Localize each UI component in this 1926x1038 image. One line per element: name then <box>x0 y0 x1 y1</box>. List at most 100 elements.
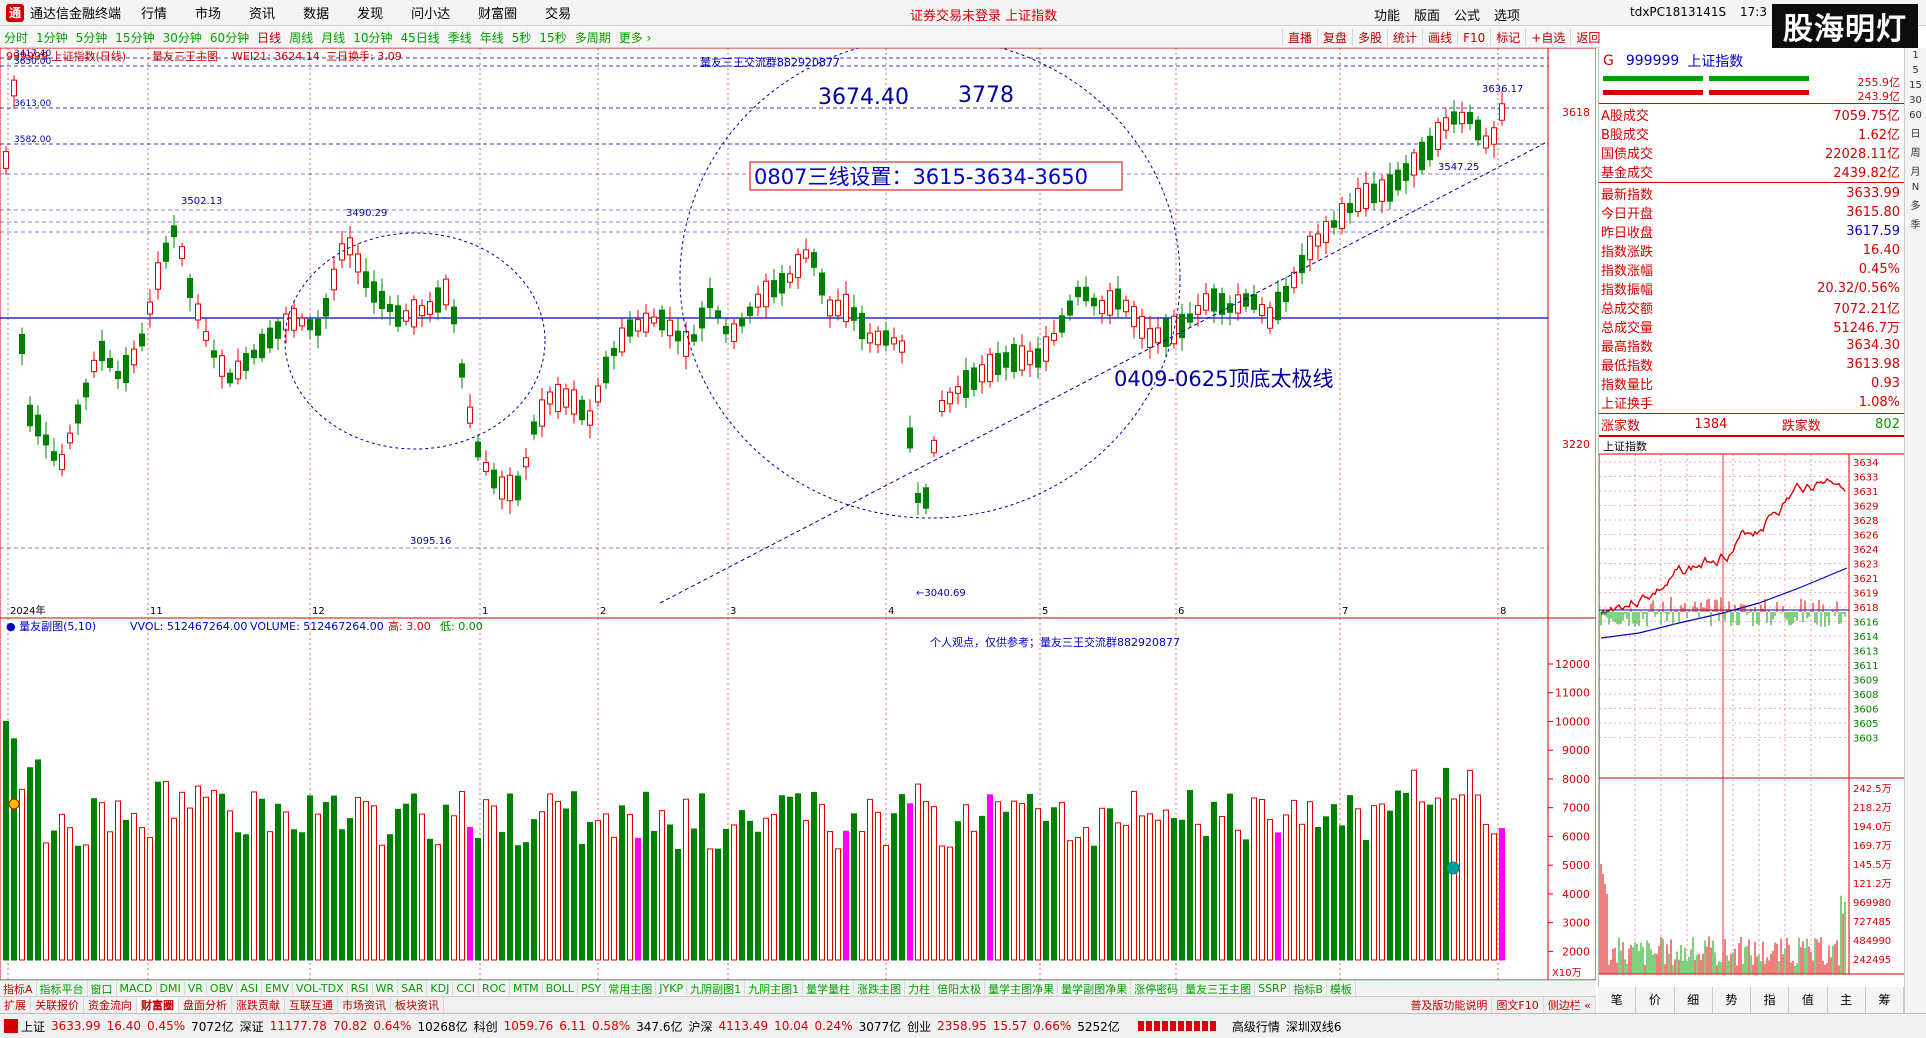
connection-line[interactable]: 深圳双线6 <box>1285 1019 1342 1034</box>
intraday-chart[interactable]: 上证指数 3634 3633 3631 3629 3628 3626 3624 3623 3621… <box>1598 438 1906 978</box>
indicator-tab-22[interactable]: 九阴主图1 <box>745 980 804 997</box>
indicator-tab-16[interactable]: MTM <box>510 982 543 995</box>
bottom-tab-4[interactable]: 盘面分析 <box>179 997 232 1013</box>
indicator-tab-14[interactable]: CCI <box>453 982 479 995</box>
indicator-tab-3[interactable]: MACD <box>117 982 157 995</box>
bottom-tab-3[interactable]: 财富圈 <box>137 997 179 1013</box>
intraday-button-7[interactable]: 筹 <box>1865 987 1904 1013</box>
indicator-tab-24[interactable]: 涨跌主图 <box>854 980 906 997</box>
indicator-tab-8[interactable]: EMV <box>262 982 294 995</box>
indicator-tab-5[interactable]: VR <box>185 982 207 995</box>
period-button-1[interactable]: 5 <box>1912 65 1919 76</box>
indicator-tab-30[interactable]: 量友三王主图 <box>1182 980 1256 997</box>
bottom-right-tab-1[interactable]: 图文F10 <box>1492 997 1544 1013</box>
indicator-tab-11[interactable]: WR <box>373 982 399 995</box>
intraday-button-0[interactable]: 笔 <box>1598 987 1637 1013</box>
timeframe-tab-15[interactable]: 多周期 <box>574 30 611 45</box>
intraday-button-1[interactable]: 价 <box>1636 987 1675 1013</box>
indicator-tab-7[interactable]: ASI <box>237 982 263 995</box>
menu-item-6[interactable]: 财富圈 <box>478 7 518 22</box>
indicator-tab-27[interactable]: 量学主图净果 <box>985 980 1059 997</box>
period-button-0[interactable]: 1 <box>1912 50 1919 61</box>
indicator-tab-1[interactable]: 指标平台 <box>37 980 88 997</box>
period-button-5[interactable]: 日 <box>1910 129 1921 140</box>
indicator-tab-32[interactable]: 指标B <box>1290 980 1327 997</box>
indicator-tab-10[interactable]: RSI <box>348 982 373 995</box>
main-chart-svg[interactable]: 999999 上证指数(日线) 量友三王主图 WEI21: 3624.14 三日换手:… <box>0 37 1597 619</box>
bottom-tab-6[interactable]: 互联互通 <box>285 997 338 1013</box>
indicator-tab-12[interactable]: SAR <box>398 982 428 995</box>
bottom-right-tab-2[interactable]: 侧边栏 « <box>1544 997 1596 1013</box>
timeframe-tab-1[interactable]: 1分钟 <box>36 30 68 45</box>
timeframe-tab-7[interactable]: 周线 <box>289 30 314 45</box>
indicator-tab-20[interactable]: JYKP <box>656 982 688 995</box>
timeframe-tab-0[interactable]: 分时 <box>4 30 29 45</box>
period-button-10[interactable]: 季 <box>1910 220 1921 231</box>
timeframe-tab-11[interactable]: 季线 <box>447 30 472 45</box>
period-button-7[interactable]: 月 <box>1910 167 1921 178</box>
tool-button-8[interactable]: 返回 <box>1570 29 1605 46</box>
timeframe-tab-13[interactable]: 5秒 <box>511 30 532 45</box>
right-menu-item-2[interactable]: 公式 <box>1454 9 1481 24</box>
tool-button-4[interactable]: 画线 <box>1422 29 1457 46</box>
timeframe-tab-14[interactable]: 15秒 <box>539 30 567 45</box>
period-button-9[interactable]: 多 <box>1910 201 1921 212</box>
menu-item-3[interactable]: 数据 <box>303 7 330 22</box>
tool-button-7[interactable]: +自选 <box>1525 29 1570 46</box>
timeframe-tab-5[interactable]: 60分钟 <box>209 30 250 45</box>
indicator-tab-19[interactable]: 常用主图 <box>605 980 657 997</box>
main-kline-chart[interactable]: 999999 上证指数(日线) 量友三王主图 WEI21: 3624.14 三日换手:… <box>0 37 1597 619</box>
menu-item-4[interactable]: 发现 <box>357 7 384 22</box>
indicator-tab-28[interactable]: 量学副图净果 <box>1058 980 1132 997</box>
indicator-tab-21[interactable]: 九阴副图1 <box>687 980 746 997</box>
tool-button-3[interactable]: 统计 <box>1387 29 1422 46</box>
status-sz-label[interactable]: 深证 <box>239 1019 264 1034</box>
indicator-tab-26[interactable]: 倍阳太极 <box>934 980 986 997</box>
period-button-4[interactable]: 60 <box>1909 110 1922 121</box>
indicator-tab-9[interactable]: VOL-TDX <box>293 982 348 995</box>
indicator-tab-33[interactable]: 模板 <box>1327 980 1356 997</box>
intraday-chart-svg[interactable]: 上证指数 3634 3633 3631 3629 3628 3626 3624 3623 3621… <box>1598 438 1906 978</box>
bottom-tab-1[interactable]: 关联报价 <box>31 997 84 1013</box>
timeframe-tab-3[interactable]: 15分钟 <box>115 30 155 45</box>
menu-item-2[interactable]: 资讯 <box>249 7 276 22</box>
indicator-tab-13[interactable]: KDJ <box>427 982 454 995</box>
period-button-8[interactable]: N <box>1911 182 1920 193</box>
tool-button-5[interactable]: F10 <box>1457 30 1490 45</box>
indicator-tab-6[interactable]: OBV <box>207 982 238 995</box>
bottom-tab-0[interactable]: 扩展 <box>0 997 31 1013</box>
menu-item-5[interactable]: 问小达 <box>411 7 451 22</box>
status-hs-label[interactable]: 沪深 <box>688 1019 713 1034</box>
timeframe-tab-16[interactable]: 更多 › <box>618 30 652 45</box>
right-menu-item-3[interactable]: 选项 <box>1494 9 1521 24</box>
intraday-button-4[interactable]: 指 <box>1751 987 1790 1013</box>
bottom-tab-7[interactable]: 市场资讯 <box>338 997 391 1013</box>
period-button-3[interactable]: 30 <box>1909 95 1922 106</box>
indicator-tab-2[interactable]: 窗口 <box>88 980 117 997</box>
indicator-tab-31[interactable]: SSRP <box>1255 982 1291 995</box>
bottom-tab-2[interactable]: 资金流向 <box>84 997 137 1013</box>
intraday-button-5[interactable]: 值 <box>1789 987 1828 1013</box>
status-kc-label[interactable]: 科创 <box>473 1019 498 1034</box>
timeframe-tab-10[interactable]: 45日线 <box>400 30 440 45</box>
menu-item-7[interactable]: 交易 <box>545 7 572 22</box>
timeframe-tab-2[interactable]: 5分钟 <box>75 30 108 45</box>
tool-button-6[interactable]: 标记 <box>1490 29 1525 46</box>
tool-button-2[interactable]: 多股 <box>1352 29 1387 46</box>
bottom-right-tab-0[interactable]: 普及版功能说明 <box>1406 997 1493 1013</box>
volume-chart-svg[interactable]: ● 量友副图(5,10) VVOL: 512467264.00 VOLUME: 51… <box>0 617 1597 981</box>
tool-button-0[interactable]: 直播 <box>1282 29 1317 46</box>
timeframe-tab-4[interactable]: 30分钟 <box>162 30 202 45</box>
timeframe-tab-8[interactable]: 月线 <box>321 30 346 45</box>
volume-chart[interactable]: ● 量友副图(5,10) VVOL: 512467264.00 VOLUME: 51… <box>0 617 1597 981</box>
menu-item-0[interactable]: 行情 <box>141 7 168 22</box>
indicator-tab-18[interactable]: PSY <box>578 982 606 995</box>
indicator-tab-29[interactable]: 涨停密码 <box>1131 980 1183 997</box>
indicator-tab-17[interactable]: BOLL <box>543 982 578 995</box>
right-menu-item-1[interactable]: 版面 <box>1414 9 1441 24</box>
bottom-tab-5[interactable]: 涨跌贡献 <box>232 997 285 1013</box>
indicator-tab-4[interactable]: DMI <box>157 982 185 995</box>
right-menu-item-0[interactable]: 功能 <box>1374 9 1401 24</box>
status-sh-label[interactable]: 上证 <box>21 1019 46 1034</box>
timeframe-tab-12[interactable]: 年线 <box>479 30 504 45</box>
